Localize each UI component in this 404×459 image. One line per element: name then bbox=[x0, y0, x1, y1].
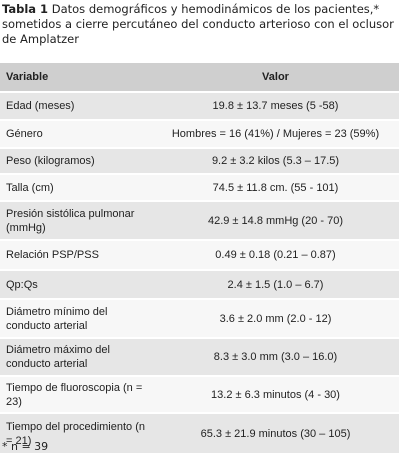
header-row: Variable Valor bbox=[0, 63, 399, 93]
variable-cell: Diámetro mínimo del conducto arterial bbox=[0, 299, 152, 339]
value-cell: 19.8 ± 13.7 meses (5 -58) bbox=[152, 92, 399, 121]
value-cell: 65.3 ± 21.9 minutos (30 – 105) bbox=[152, 413, 399, 455]
value-cell: 9.2 ± 3.2 kilos (5.3 – 17.5) bbox=[152, 148, 399, 175]
value-cell: 0.49 ± 0.18 (0.21 – 0.87) bbox=[152, 240, 399, 271]
table-row: Edad (meses) 19.8 ± 13.7 meses (5 -58) bbox=[0, 92, 399, 121]
table-row: Género Hombres = 16 (41%) / Mujeres = 23 … bbox=[0, 120, 399, 149]
table-row: Relación PSP/PSS 0.49 ± 0.18 (0.21 – 0.87… bbox=[0, 240, 399, 271]
table-row: Tiempo del procedimiento (n = 21) 65.3 ± … bbox=[0, 413, 399, 455]
table-row: Diámetro mínimo del conducto arterial 3.6… bbox=[0, 299, 399, 339]
table-row: Qp:Qs 2.4 ± 1.5 (1.0 – 6.7) bbox=[0, 270, 399, 300]
variable-cell: Género bbox=[0, 120, 152, 149]
value-cell: 8.3 ± 3.0 mm (3.0 – 16.0) bbox=[152, 338, 399, 377]
footnote: * n = 39 bbox=[2, 440, 49, 453]
variable-cell: Edad (meses) bbox=[0, 92, 152, 121]
value-cell: 3.6 ± 2.0 mm (2.0 - 12) bbox=[152, 299, 399, 339]
variable-cell: Talla (cm) bbox=[0, 174, 152, 202]
variable-cell: Tiempo de fluoroscopia (n = 23) bbox=[0, 376, 152, 414]
variable-cell: Diámetro máximo del conducto arterial bbox=[0, 338, 152, 377]
variable-cell: Qp:Qs bbox=[0, 270, 152, 300]
caption: Tabla 1 Datos demográficos y hemodinámic… bbox=[2, 2, 398, 47]
value-cell: 13.2 ± 6.3 minutos (4 - 30) bbox=[152, 376, 399, 414]
caption-text: Datos demográficos y hemodinámicos de lo… bbox=[2, 2, 394, 46]
header-cell: Valor bbox=[152, 63, 399, 93]
table-row: Tiempo de fluoroscopia (n = 23) 13.2 ± 6.… bbox=[0, 376, 399, 414]
table-row: Presión sistólica pulmonar (mmHg) 42.9 ± … bbox=[0, 201, 399, 241]
table-row: Peso (kilogramos) 9.2 ± 3.2 kilos (5.3 – … bbox=[0, 148, 399, 175]
variable-cell: Tiempo del procedimiento (n = 21) bbox=[0, 413, 152, 455]
value-cell: Hombres = 16 (41%) / Mujeres = 23 (59%) bbox=[152, 120, 399, 149]
caption-label: Tabla 1 bbox=[2, 2, 49, 16]
header-cell: Variable bbox=[0, 63, 152, 93]
table: Variable Valor Edad (meses) 19.8 ± 13.7 m… bbox=[0, 63, 399, 455]
table-row: Talla (cm) 74.5 ± 11.8 cm. (55 - 101) bbox=[0, 174, 399, 202]
variable-cell: Relación PSP/PSS bbox=[0, 240, 152, 271]
variable-cell: Peso (kilogramos) bbox=[0, 148, 152, 175]
value-cell: 2.4 ± 1.5 (1.0 – 6.7) bbox=[152, 270, 399, 300]
value-cell: 42.9 ± 14.8 mmHg (20 - 70) bbox=[152, 201, 399, 241]
variable-cell: Presión sistólica pulmonar (mmHg) bbox=[0, 201, 152, 241]
table-row: Diámetro máximo del conducto arterial 8.3… bbox=[0, 338, 399, 377]
value-cell: 74.5 ± 11.8 cm. (55 - 101) bbox=[152, 174, 399, 202]
